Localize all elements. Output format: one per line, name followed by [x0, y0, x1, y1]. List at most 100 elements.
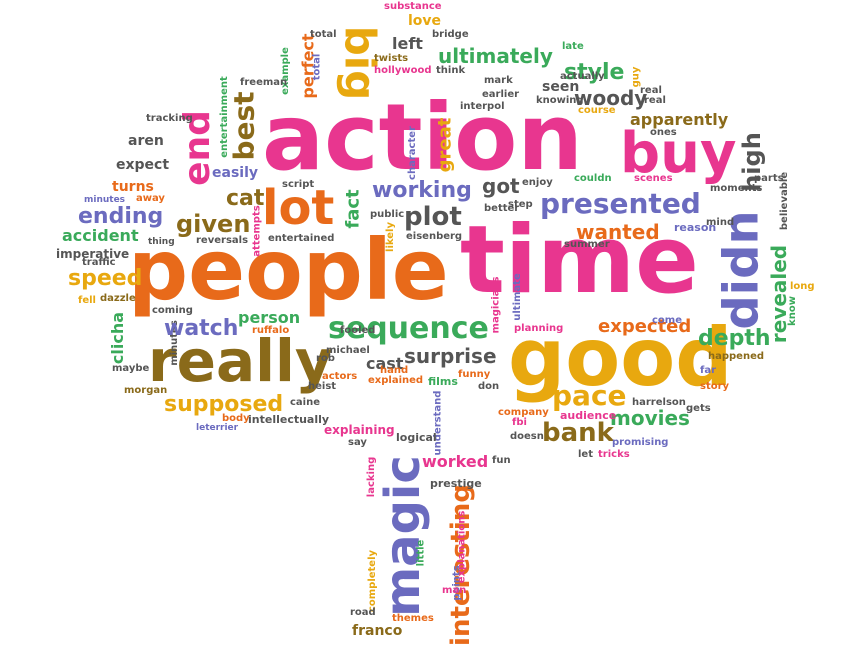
word-speed: speed — [68, 266, 143, 291]
word-supposed: supposed — [164, 392, 284, 417]
word-easily: easily — [212, 165, 258, 181]
word-fooled: fooled — [340, 325, 376, 336]
word-morgan: morgan — [124, 385, 168, 396]
word-aren: aren — [128, 133, 164, 149]
word-logical: logical — [396, 431, 437, 444]
word-got: got — [482, 174, 520, 198]
word-story: story — [700, 381, 730, 392]
word-body: body — [222, 413, 250, 424]
word-mind: reason — [674, 221, 717, 234]
word-clicha: clicha — [108, 311, 128, 365]
word-attempts: attempts — [251, 205, 263, 257]
word-tracking: freeman — [240, 77, 288, 88]
word-buy: buy — [620, 121, 737, 186]
word-intellectually: intellectually — [248, 413, 330, 426]
word-enjoy: step — [508, 199, 533, 210]
word-doesn: doesn — [510, 431, 544, 442]
word-leterrier: leterrier — [196, 423, 239, 433]
word-public: public — [370, 209, 405, 220]
word-script: script — [282, 179, 315, 190]
word-ultimately: ultimately — [438, 44, 553, 68]
word-man: man — [442, 585, 467, 596]
word-little: little — [415, 539, 427, 567]
word-understand: understand — [432, 390, 444, 456]
word-gets: gets — [686, 403, 711, 414]
word-reversals: reversals — [196, 235, 249, 246]
word-caine: caine — [290, 397, 321, 408]
word-magic: magic — [374, 455, 431, 617]
word-cast: cast — [366, 354, 404, 373]
word-didn: didn — [713, 210, 770, 330]
word-summer: course — [578, 105, 616, 116]
word-completely: completely — [367, 549, 379, 613]
word-minutes: minutes — [84, 195, 126, 205]
word-real: real — [644, 95, 666, 106]
word-best: best — [227, 91, 261, 161]
word-promising: promising — [612, 437, 669, 448]
word-working: working — [372, 178, 472, 203]
word-person: person — [238, 308, 301, 327]
word-people: people — [128, 221, 449, 319]
word-explained: explained — [368, 375, 424, 386]
word-entertained: entertained — [268, 233, 335, 244]
word-action: action — [262, 84, 583, 191]
word-good: good — [508, 311, 733, 404]
word-movies: movies — [610, 406, 690, 430]
word-scenes: couldn — [574, 173, 612, 184]
word-wanted: wanted — [576, 220, 660, 244]
word-thing: thing — [148, 237, 175, 247]
word-actually: late — [562, 41, 584, 52]
word-company: company — [498, 407, 549, 418]
word-love: love — [408, 13, 442, 29]
word-fun: fun — [492, 455, 511, 466]
word-better: summer — [564, 239, 610, 250]
word-themes: themes — [392, 613, 434, 624]
word-lacking: lacking — [366, 456, 378, 498]
word-explaining: explaining — [324, 423, 395, 437]
word-style: style — [564, 60, 625, 85]
word-tricks: tricks — [598, 449, 630, 460]
word-jesse: tracking — [146, 113, 193, 124]
word-ultimate: ultimate — [511, 273, 523, 321]
word-ruffalo: ruffalo — [252, 325, 290, 336]
word-step: better — [484, 203, 520, 214]
word-prestige: prestige — [430, 477, 482, 490]
word-seen: seen — [542, 79, 580, 95]
word-likely: likely — [384, 222, 396, 252]
word-harrelson: harrelson — [632, 397, 686, 408]
word-substance: substance — [384, 1, 442, 12]
word-audience: audience — [560, 409, 617, 422]
word-road: road — [350, 607, 376, 618]
word-dazzle: dazzle — [100, 293, 136, 304]
word-plot: plot — [404, 202, 462, 232]
word-expected: expected — [598, 316, 692, 337]
word-ending: ending — [78, 204, 164, 229]
word-moments: scenes — [634, 173, 673, 184]
word-fell: fell — [78, 295, 96, 306]
word-parts: parts — [754, 173, 784, 184]
word-pace: pace — [552, 379, 627, 412]
word-fact: fact — [342, 189, 364, 229]
word-entertainment: entertainment — [218, 76, 230, 158]
word-cat: cat — [226, 186, 265, 211]
word-hollywood: twists — [374, 53, 409, 64]
word-watch: watch — [164, 316, 239, 341]
word-example: total — [311, 53, 323, 81]
word-late: real — [640, 85, 662, 96]
word-expect: expect — [116, 157, 170, 173]
word-franco: franco — [352, 623, 403, 639]
word-films: films — [428, 375, 458, 388]
word-ones: ones — [650, 127, 677, 138]
word-heist: heist — [308, 381, 337, 392]
word-depth: depth — [698, 326, 771, 351]
word-accident: accident — [62, 226, 139, 245]
word-revealed: revealed — [767, 244, 792, 344]
word-fbi: fbi — [512, 417, 527, 428]
word-lot: lot — [262, 180, 335, 236]
word-imperative: imperative — [56, 247, 130, 261]
word-woody: woody — [574, 86, 648, 110]
word-character: character — [406, 126, 418, 180]
word-mark: actually — [560, 71, 605, 82]
word-eisenberg: eisenberg — [406, 231, 463, 242]
